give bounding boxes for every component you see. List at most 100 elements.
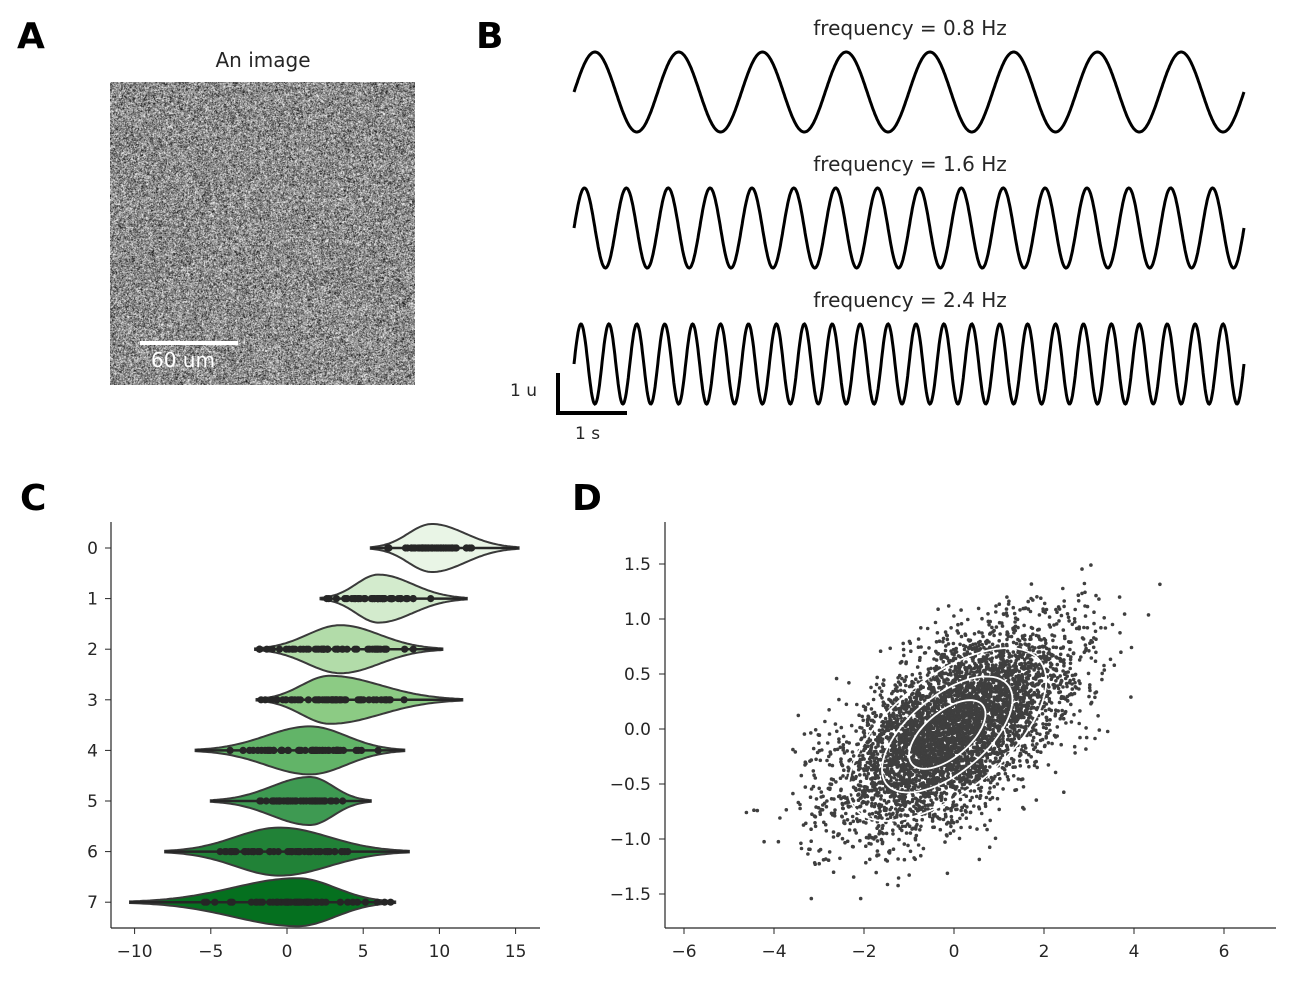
violin-point [385,544,393,552]
scatter-point [910,672,915,677]
violin-point [274,848,282,856]
scatter-point [959,808,963,813]
scatter-point [947,659,951,663]
scatter-point [1001,736,1005,741]
scatter-point [863,763,868,768]
scatter-point [885,772,889,776]
violin-point [275,645,284,653]
scatter-point [1092,621,1096,626]
scatter-point [1093,659,1098,663]
scatter-point [845,839,850,844]
scatter-point [888,716,892,721]
scatter-point [813,728,818,732]
scatter-point [944,633,949,637]
scatter-point [979,758,983,762]
scatter-point [889,752,893,757]
scatter-point [885,758,889,763]
scatter-point [902,653,906,658]
scatter-point [1062,634,1067,639]
scatter-point [916,680,921,684]
scatter-point [1008,665,1012,669]
scatter-point [856,798,861,802]
scatter-point [998,776,1002,781]
scatter-point [908,641,913,645]
violin-point [287,898,295,906]
scatter-point [848,757,853,762]
scatter-point [908,807,912,812]
scatter-point [827,732,832,736]
scatter-point [1005,711,1010,716]
scatter-point [880,826,885,831]
scatter-point [984,689,988,693]
scatter-point [975,741,979,746]
violin-point [309,746,317,755]
scatter-point [914,677,918,681]
scatter-point [992,723,997,727]
c-y-tick-label: 4 [87,741,98,761]
sine-wave-2 [572,186,1246,270]
scatter-point [884,813,889,817]
violin-point [305,848,313,856]
scatter-point [1059,714,1064,718]
scatter-point [909,788,914,792]
scatter-point [1002,709,1007,714]
scatter-point [1077,625,1081,629]
scatter-point [959,670,964,674]
scatter-point [845,749,849,753]
scatter-point [840,802,845,807]
violin-point [257,746,266,755]
scatter-point [916,637,921,641]
scatter-point [892,751,897,755]
scatter-point [988,631,993,635]
scatter-point [926,706,931,711]
scatter-point [1041,722,1045,726]
scatter-point [1059,742,1063,747]
scatter-point [1011,725,1016,729]
scatter-point [926,760,931,764]
scatter-point [921,846,926,851]
c-y-tick-label: 3 [87,691,98,711]
scatter-point [856,819,860,824]
scatter-point [1089,563,1093,567]
scatter-point [896,883,900,888]
scatter-point [1055,725,1060,729]
violin-point [287,848,296,856]
scatter-point [888,646,892,651]
scatter-point [1009,756,1014,761]
scatter-point [960,723,964,727]
scatter-point [818,758,823,763]
scatter-point [962,775,966,779]
scatter-point [915,665,920,669]
scatter-point [1014,641,1019,646]
scatter-point [858,896,863,901]
scatter-point [843,795,847,799]
scatter-point [885,859,890,863]
scatter-point [992,633,996,638]
scatter-point [880,689,884,694]
scatter-point [975,769,979,773]
violin-point [302,797,310,805]
scatter-point [958,797,963,802]
panel-label-b: B [476,16,504,57]
scatter-point [1031,632,1035,636]
scatter-point [849,723,854,728]
scatter-point [1041,607,1045,611]
scatter-point [1042,637,1046,641]
scatter-point [860,726,864,730]
violin-point [369,595,377,603]
scatter-point [816,733,821,737]
scatter-point [853,828,857,832]
scatter-point [1021,785,1026,789]
scatter-point [880,696,884,700]
scatter-point [1077,658,1082,662]
scatter-point [1049,652,1053,657]
scatter-point [932,676,936,681]
scatter-point [927,742,931,747]
scatter-point [843,840,847,845]
scatter-point [949,673,953,677]
scatter-point [951,799,956,804]
scatter-point [818,847,823,852]
scatter-point [960,805,964,810]
scatter-point [1012,611,1017,616]
scatter-point [1040,712,1045,716]
